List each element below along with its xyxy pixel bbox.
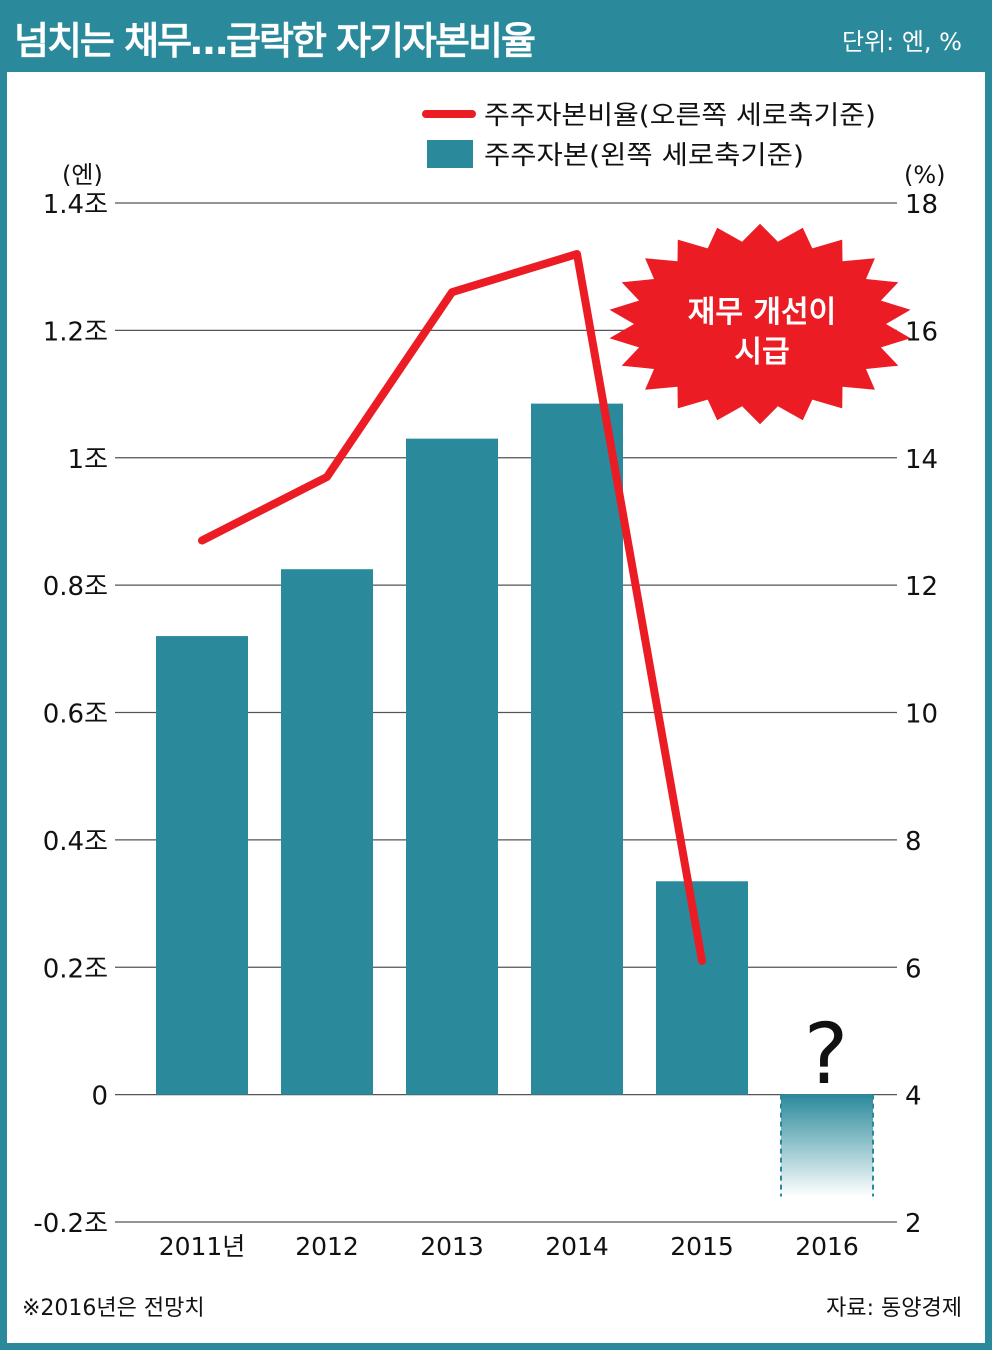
right-tick-label: 8 bbox=[905, 827, 922, 857]
footnote: ※2016년은 전망치 bbox=[22, 1296, 205, 1321]
left-tick-label: 0 bbox=[91, 1082, 108, 1112]
left-tick-label: 1.2조 bbox=[43, 317, 108, 347]
left-axis-unit: (엔) bbox=[62, 161, 103, 189]
header-bar: 넘치는 채무…급락한 자기자본비율 단위: 엔, % bbox=[0, 0, 992, 72]
unit-label: 단위: 엔, % bbox=[841, 28, 962, 56]
bar bbox=[156, 636, 248, 1095]
forecast-question-mark: ? bbox=[804, 1005, 849, 1103]
right-tick-label: 4 bbox=[905, 1082, 922, 1112]
x-tick-label: 2011년 bbox=[159, 1232, 246, 1261]
x-tick-label: 2016 bbox=[795, 1232, 859, 1261]
right-tick-label: 10 bbox=[905, 700, 938, 730]
left-tick-label: 0.6조 bbox=[43, 700, 108, 730]
right-tick-label: 2 bbox=[905, 1209, 922, 1239]
left-tick-label: 1조 bbox=[68, 445, 108, 475]
right-tick-label: 16 bbox=[905, 317, 938, 347]
legend-line-label: 주주자본비율(오른쪽 세로축기준) bbox=[484, 101, 876, 131]
source-credit: 자료: 동양경제 bbox=[826, 1296, 962, 1321]
x-tick-label: 2012 bbox=[295, 1232, 359, 1261]
bar bbox=[531, 403, 623, 1095]
x-tick-label: 2015 bbox=[670, 1232, 734, 1261]
left-tick-label: 0.2조 bbox=[43, 954, 108, 984]
left-tick-label: 0.8조 bbox=[43, 572, 108, 602]
callout-line2: 시급 bbox=[734, 335, 789, 370]
left-tick-label: 1.4조 bbox=[43, 190, 108, 220]
right-tick-label: 12 bbox=[905, 572, 938, 602]
right-tick-label: 6 bbox=[905, 954, 922, 984]
right-axis-unit: (%) bbox=[904, 161, 946, 189]
x-tick-label: 2013 bbox=[420, 1232, 484, 1261]
chart-title: 넘치는 채무…급락한 자기자본비율 bbox=[14, 19, 536, 63]
right-tick-label: 18 bbox=[905, 190, 938, 220]
starburst-callout bbox=[609, 223, 911, 425]
legend-bar-label: 주주자본(왼쪽 세로축기준) bbox=[484, 141, 804, 171]
bar bbox=[656, 881, 748, 1095]
ratio-line bbox=[198, 250, 706, 965]
bar bbox=[281, 569, 373, 1095]
legend-bar-swatch bbox=[427, 140, 473, 168]
x-tick-label: 2014 bbox=[545, 1232, 609, 1261]
callout-line1: 재무 개선이 bbox=[688, 295, 836, 330]
right-tick-label: 14 bbox=[905, 445, 938, 475]
bar bbox=[406, 438, 498, 1095]
left-tick-label: -0.2조 bbox=[33, 1209, 108, 1239]
bar-forecast bbox=[781, 1094, 873, 1197]
left-tick-label: 0.4조 bbox=[43, 827, 108, 857]
